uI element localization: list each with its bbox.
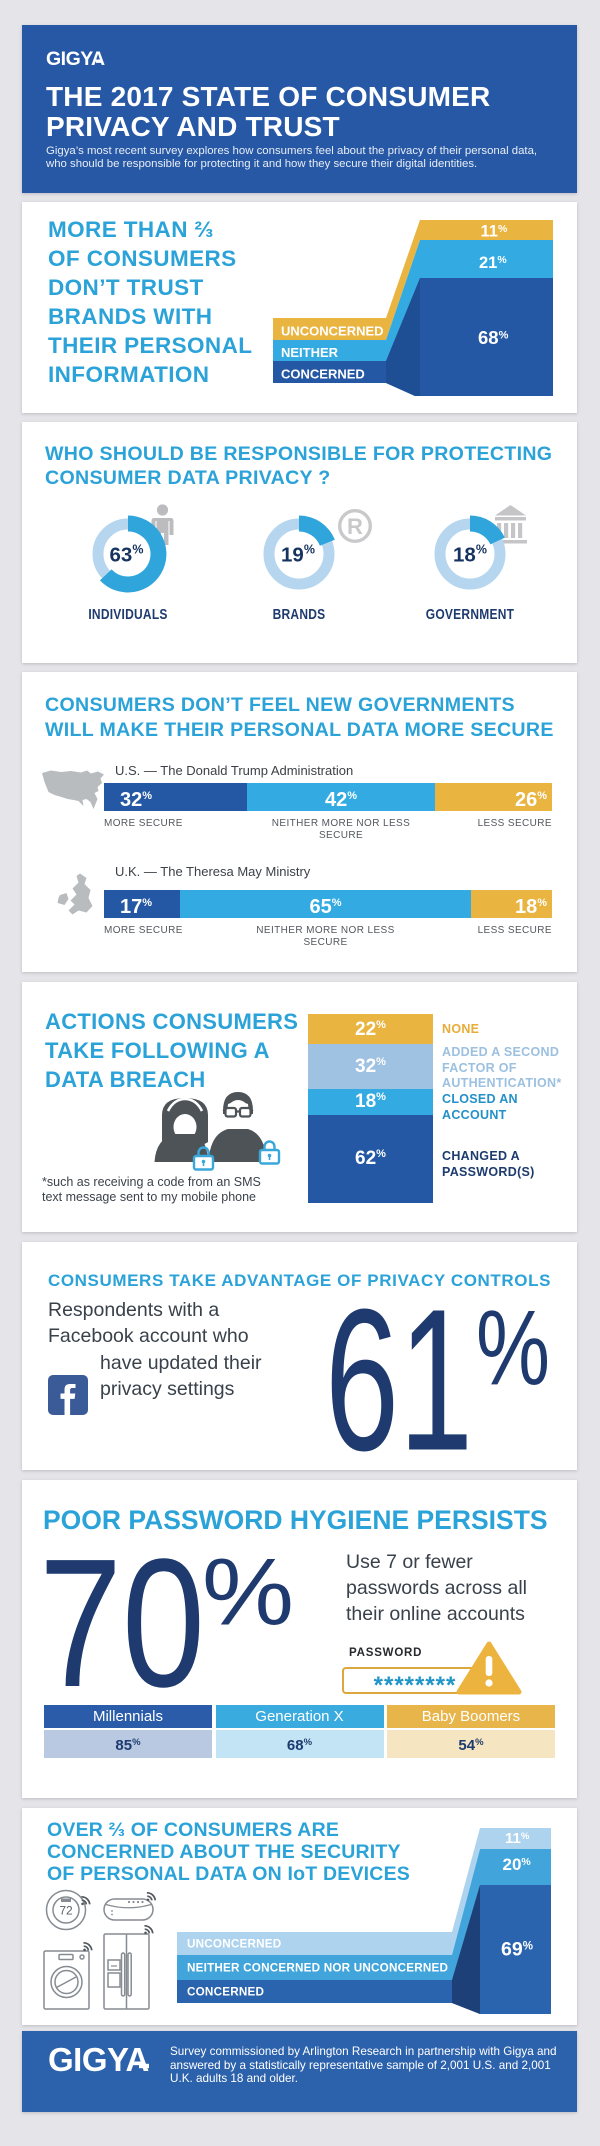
svg-text:R: R (347, 514, 363, 539)
svg-text:NEITHER CONCERNED NOR UNCONCER: NEITHER CONCERNED NOR UNCONCERNED (187, 1962, 448, 1975)
svg-text:CONCERNED: CONCERNED (187, 1986, 264, 1999)
svg-text:70: 70 (39, 1520, 205, 1725)
svg-text:UNCONCERNED: UNCONCERNED (187, 1938, 281, 1951)
svg-text:%: % (202, 1540, 294, 1646)
svg-text:19%: 19% (281, 543, 315, 567)
svg-text:61: 61 (325, 1267, 473, 1471)
svg-text:NEITHER: NEITHER (281, 345, 339, 360)
svg-text:UNCONCERNED: UNCONCERNED (281, 324, 384, 339)
svg-text:63%: 63% (110, 543, 144, 567)
svg-text:18%: 18% (453, 543, 487, 567)
svg-text:%: % (476, 1288, 550, 1408)
svg-text:GIGYA: GIGYA (46, 48, 105, 70)
svg-text:GIGYA: GIGYA (48, 2041, 149, 2078)
svg-text:72: 72 (59, 1904, 73, 1918)
svg-text:CONCERNED: CONCERNED (281, 367, 365, 382)
